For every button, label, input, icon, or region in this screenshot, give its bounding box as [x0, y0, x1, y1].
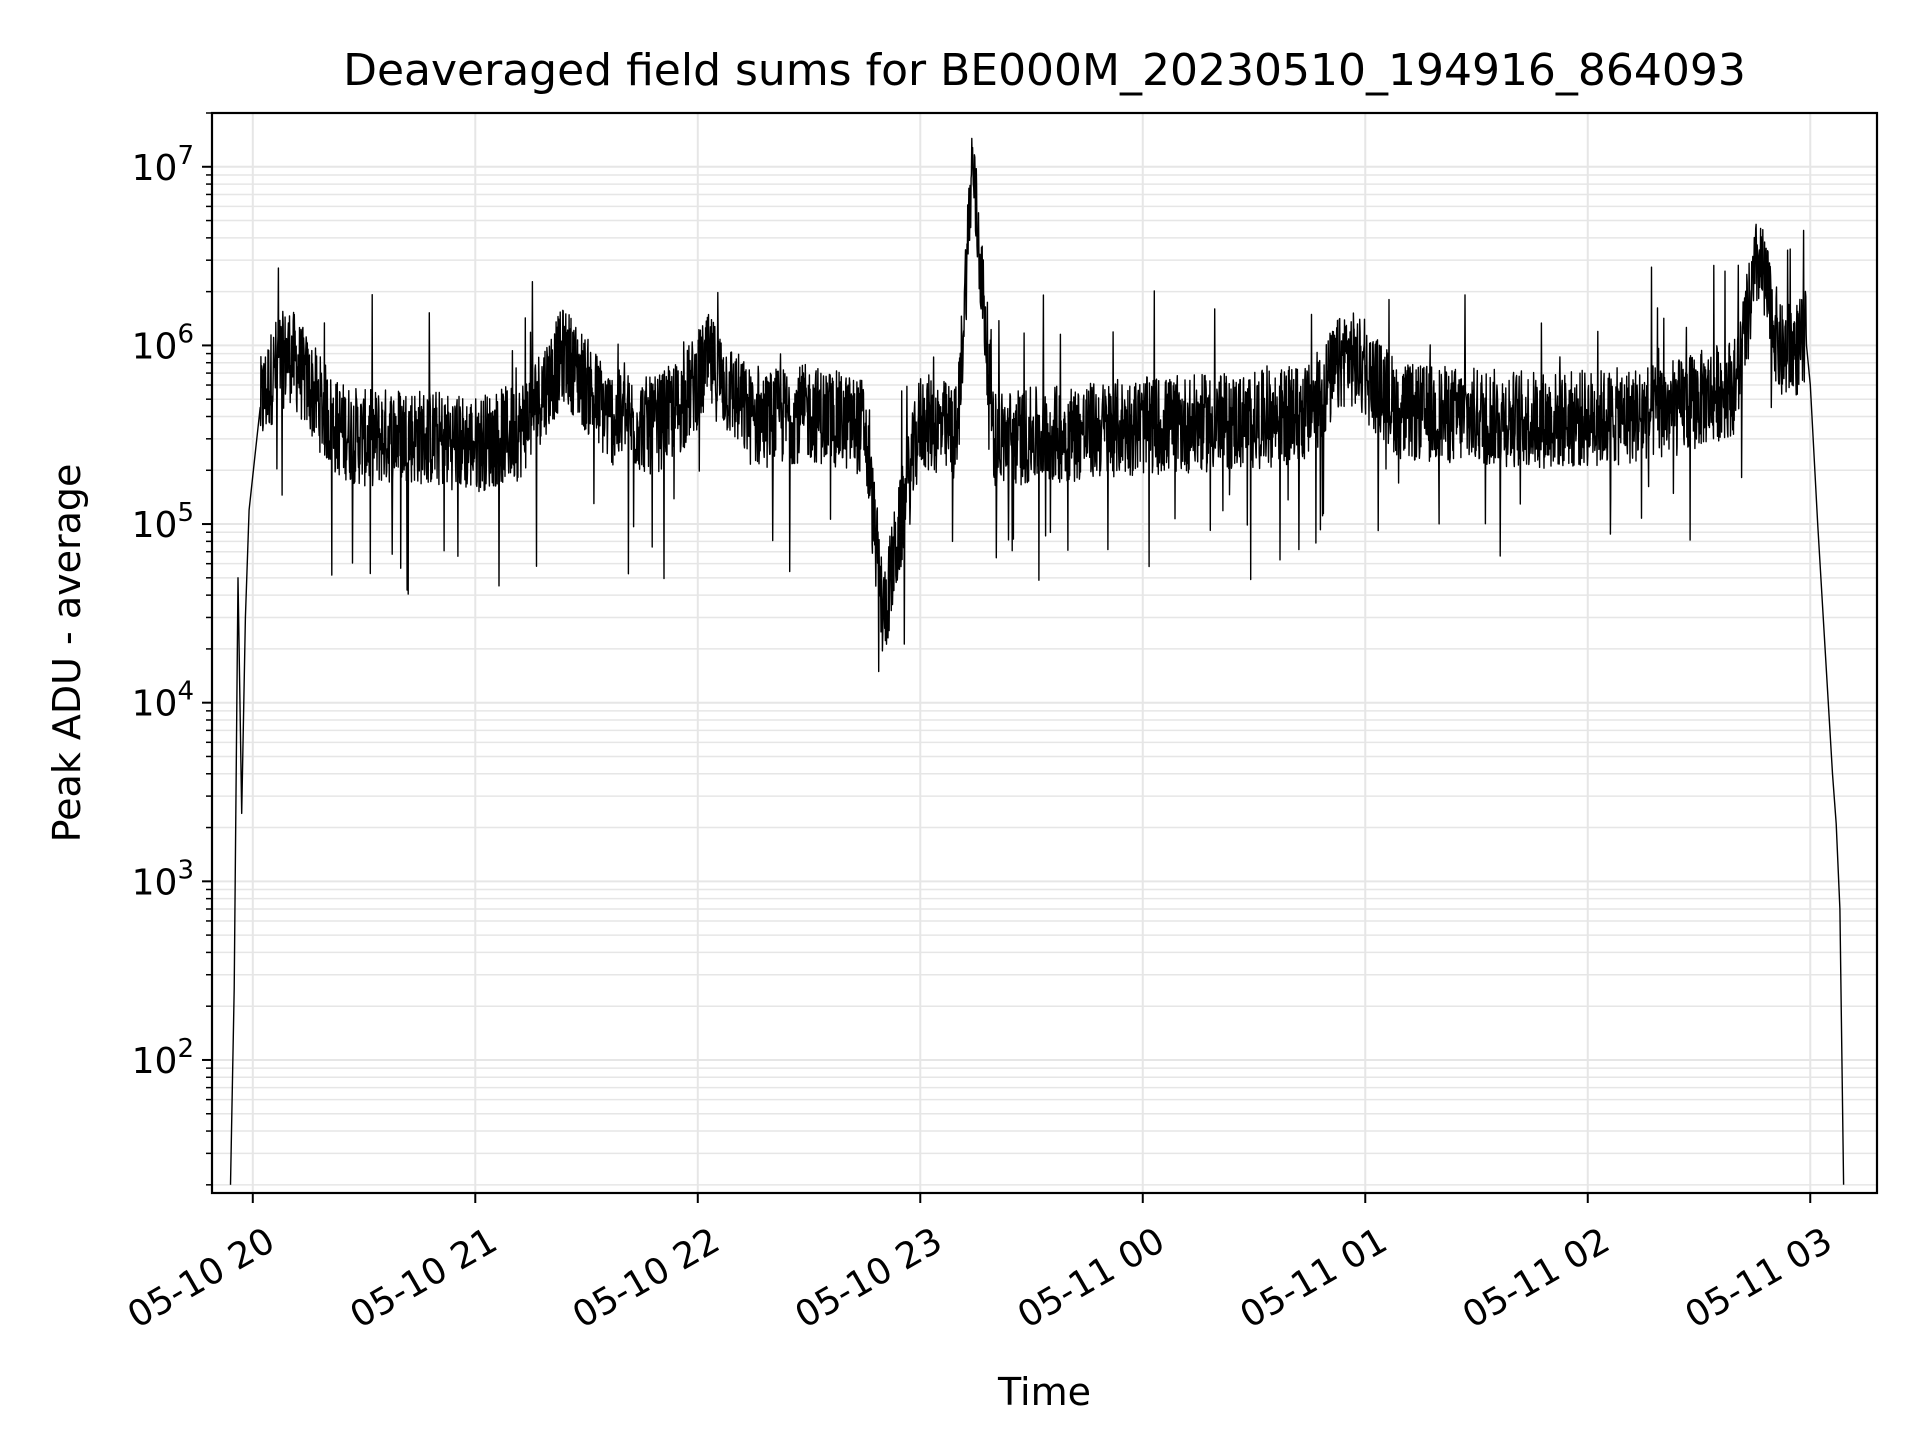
- y-tick-label: 102: [132, 1034, 194, 1082]
- y-tick-label: 104: [132, 677, 194, 725]
- x-axis-ticks: 05-10 20 05-10 21 05-10 22 05-10 23 05-11 00…: [121, 1193, 1839, 1337]
- x-tick-label: 05-10 21: [344, 1220, 505, 1336]
- x-tick-label: 05-10 23: [788, 1220, 949, 1336]
- plot-frame: [210, 111, 1879, 1195]
- x-tick-label: 05-11 00: [1011, 1220, 1172, 1336]
- y-tick-label: 105: [132, 498, 194, 546]
- x-tick-label: 05-11 03: [1678, 1220, 1839, 1336]
- grid: [206, 112, 1877, 1193]
- series-layer: [229, 137, 1845, 1185]
- chart-title: Deaveraged field sums for BE000M_2023051…: [343, 45, 1746, 96]
- series-line: [229, 137, 1845, 1185]
- y-tick-label: 106: [132, 319, 194, 367]
- y-axis-ticks: 102 103 104 105 106 107: [132, 141, 212, 1082]
- x-tick-label: 05-10 20: [121, 1220, 282, 1336]
- y-axis-label: Peak ADU - average: [45, 464, 89, 843]
- x-tick-label: 05-11 02: [1456, 1220, 1617, 1336]
- y-tick-label: 107: [132, 141, 194, 189]
- x-tick-label: 05-10 22: [566, 1220, 727, 1336]
- x-tick-label: 05-11 01: [1233, 1220, 1394, 1336]
- y-tick-label: 103: [132, 855, 194, 903]
- x-axis-label: Time: [997, 1370, 1091, 1414]
